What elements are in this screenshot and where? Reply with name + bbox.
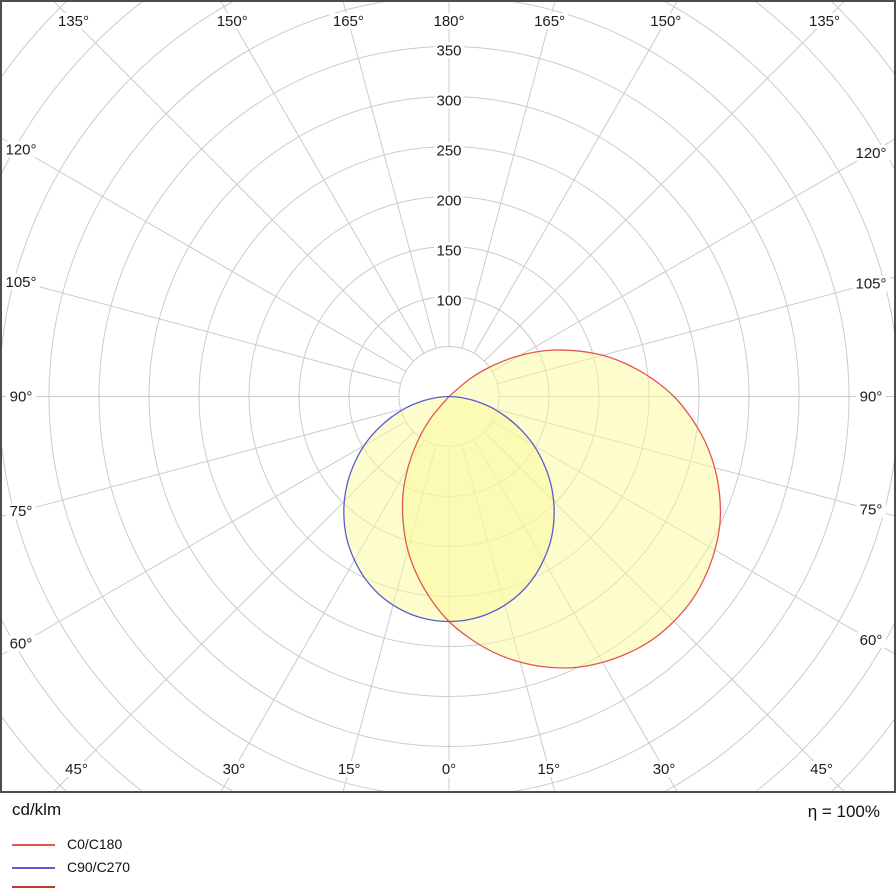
svg-text:180°: 180° [433,13,464,30]
svg-text:350: 350 [436,43,461,60]
svg-text:30°: 30° [223,761,246,778]
svg-text:165°: 165° [534,13,565,30]
svg-text:30°: 30° [653,761,676,778]
svg-text:120°: 120° [5,141,36,158]
svg-text:135°: 135° [809,13,840,30]
svg-text:135°: 135° [58,13,89,30]
svg-text:150°: 150° [217,13,248,30]
svg-text:200: 200 [436,193,461,210]
c0-c180-line-swatch [12,844,55,846]
svg-text:15°: 15° [537,761,560,778]
legend-label-c0-c180: C0/C180 [67,836,123,852]
svg-text:60°: 60° [10,636,33,653]
svg-text:90°: 90° [860,389,883,406]
svg-text:150: 150 [436,243,461,260]
efficiency-label: η = 100% [807,802,880,821]
series-curve-C90/C270 [343,395,555,623]
svg-text:45°: 45° [810,761,833,778]
c90-c270-line-swatch [12,867,55,869]
plot-area [2,2,894,791]
svg-text:0°: 0° [442,761,456,778]
svg-text:60°: 60° [860,632,883,649]
units-label: cd/klm [12,800,62,819]
svg-text:165°: 165° [333,13,364,30]
polar-chart: 100 150 200 250 300 350 0° 15° 15° 30° 30° 45° 45° 60… [0,0,896,794]
svg-text:150°: 150° [650,13,681,30]
svg-text:75°: 75° [860,502,883,519]
svg-text:250: 250 [436,143,461,160]
svg-text:120°: 120° [855,145,886,162]
svg-text:100: 100 [436,293,461,310]
chart-frame [0,0,896,793]
svg-text:75°: 75° [10,503,33,520]
series-fill-C90/C270 [343,396,555,622]
polar-chart-canvas: 100 150 200 250 300 350 0° 15° 15° 30° 30° 45° 45° 60… [0,0,896,794]
svg-text:105°: 105° [5,274,36,291]
radial-tick-labels: 100 150 200 250 300 350 [434,42,464,310]
angle-tick-labels: 0° 15° 15° 30° 30° 45° 45° 60° 60° 75° 75° 90° 90° 10… [2,13,890,778]
svg-text:15°: 15° [338,761,361,778]
svg-text:105°: 105° [855,275,886,292]
partial-line-swatch [12,886,55,888]
footer-row: cd/klm η = 100% [0,798,896,821]
svg-text:45°: 45° [65,761,88,778]
series-curve-C0/C180 [401,349,722,669]
legend-label-c90-c270: C90/C270 [67,859,131,875]
svg-text:90°: 90° [10,389,33,406]
svg-text:300: 300 [436,93,461,110]
